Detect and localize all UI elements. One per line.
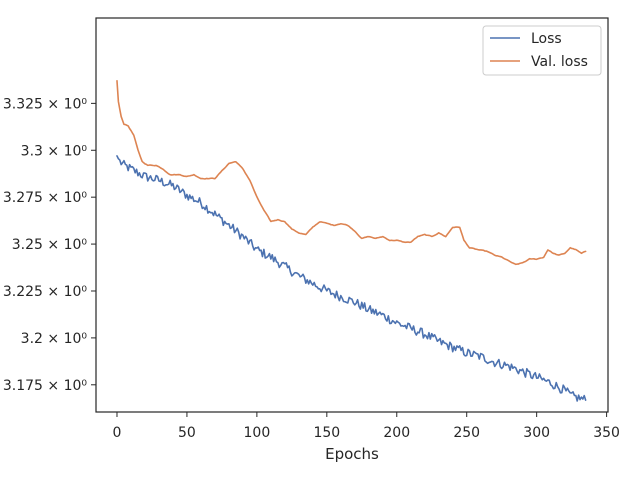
x-tick-label-0: 0 [113,425,122,441]
series-line-1 [116,80,587,266]
y-tick-label-1: 3.2 × 10⁰ [21,331,88,347]
series-layer [116,80,587,402]
y-tick-label-6: 3.325 × 10⁰ [3,96,88,112]
x-tick-label-200: 200 [383,425,410,441]
plot-background [96,18,608,412]
legend-label-val-loss: Val. loss [531,54,588,70]
series-line-0 [116,155,587,402]
x-axis-ticks: 0 50 100 150 200 250 300 350 [113,412,620,441]
y-axis-ticks: 3.175 × 10⁰ 3.2 × 10⁰ 3.225 × 10⁰ 3.25 × 10… [3,96,96,394]
x-tick-label-350: 350 [593,425,620,441]
x-axis-title: Epochs [325,445,379,463]
x-tick-label-50: 50 [178,425,196,441]
x-tick-label-100: 100 [244,425,271,441]
legend: Loss Val. loss [482,25,602,76]
y-tick-label-4: 3.275 × 10⁰ [3,190,88,206]
legend-label-loss: Loss [531,31,562,47]
x-tick-label-150: 150 [313,425,340,441]
x-tick-label-250: 250 [453,425,480,441]
plot-frame [95,17,609,413]
y-tick-label-3: 3.25 × 10⁰ [12,237,88,253]
y-tick-label-5: 3.3 × 10⁰ [21,143,88,159]
x-tick-label-300: 300 [523,425,550,441]
y-tick-label-0: 3.175 × 10⁰ [3,378,88,394]
y-tick-label-2: 3.225 × 10⁰ [3,284,88,300]
